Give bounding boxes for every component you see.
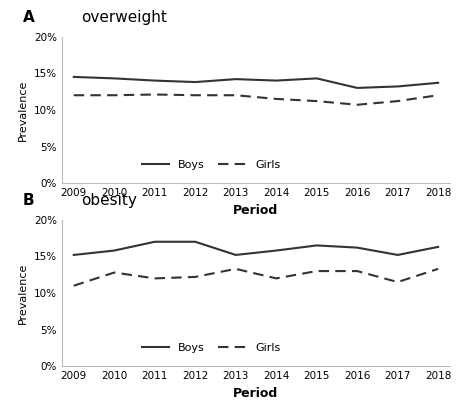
Boys <box>233 77 238 81</box>
Boys <box>152 78 157 83</box>
Girls <box>152 92 157 97</box>
Girls <box>435 267 441 271</box>
Boys <box>71 74 77 79</box>
Girls <box>355 269 360 274</box>
Girls <box>435 93 441 98</box>
Girls <box>111 270 117 275</box>
Y-axis label: Prevalence: Prevalence <box>18 263 28 324</box>
Girls <box>355 102 360 107</box>
Boys <box>355 85 360 90</box>
Text: obesity: obesity <box>81 193 137 208</box>
Boys <box>435 80 441 85</box>
Boys <box>233 252 238 257</box>
Girls <box>111 93 117 98</box>
Boys <box>314 76 319 81</box>
Boys <box>111 76 117 81</box>
Girls <box>273 276 279 281</box>
Boys <box>111 248 117 253</box>
Girls <box>395 98 401 103</box>
Girls <box>71 93 77 98</box>
Girls <box>273 96 279 101</box>
Boys <box>395 84 401 89</box>
Text: A: A <box>23 10 35 25</box>
Boys <box>192 239 198 244</box>
Text: B: B <box>23 193 35 208</box>
Line: Girls: Girls <box>74 269 438 286</box>
X-axis label: Period: Period <box>233 387 279 400</box>
Boys <box>314 243 319 248</box>
Y-axis label: Prevalence: Prevalence <box>18 79 28 140</box>
Girls <box>71 283 77 288</box>
Girls <box>233 93 238 98</box>
Legend: Boys, Girls: Boys, Girls <box>137 156 285 175</box>
X-axis label: Period: Period <box>233 204 279 217</box>
Boys <box>273 78 279 83</box>
Boys <box>152 239 157 244</box>
Girls <box>395 280 401 284</box>
Legend: Boys, Girls: Boys, Girls <box>137 339 285 358</box>
Text: overweight: overweight <box>81 10 167 25</box>
Girls <box>192 274 198 279</box>
Boys <box>435 245 441 249</box>
Girls <box>314 98 319 103</box>
Girls <box>314 269 319 274</box>
Line: Boys: Boys <box>74 242 438 255</box>
Girls <box>233 267 238 271</box>
Line: Girls: Girls <box>74 94 438 105</box>
Boys <box>192 80 198 85</box>
Boys <box>355 245 360 250</box>
Boys <box>71 252 77 257</box>
Boys <box>395 252 401 257</box>
Line: Boys: Boys <box>74 77 438 88</box>
Girls <box>152 276 157 281</box>
Boys <box>273 248 279 253</box>
Girls <box>192 93 198 98</box>
